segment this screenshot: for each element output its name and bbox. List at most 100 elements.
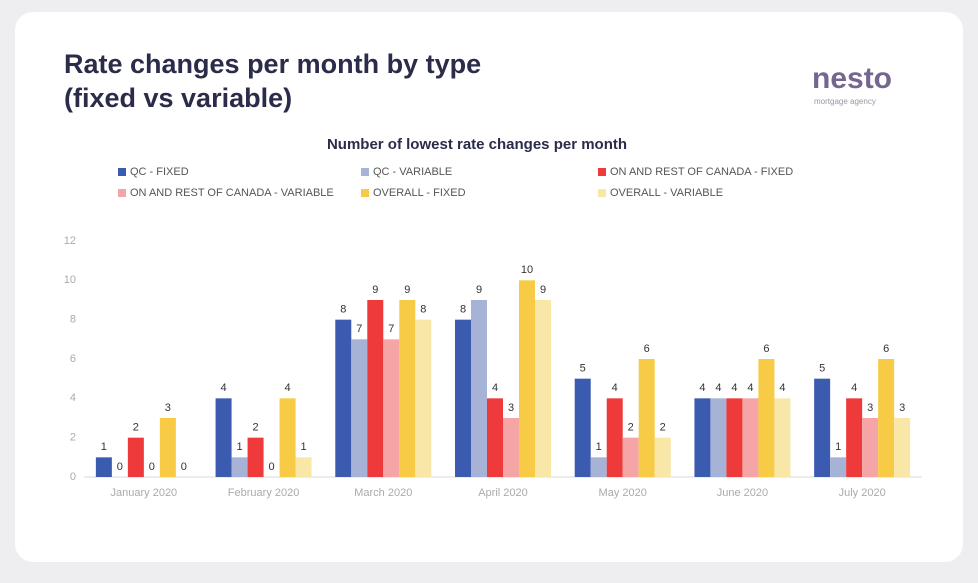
legend-label: QC - VARIABLE <box>373 166 452 178</box>
page-title: Rate changes per month by type <box>64 49 481 79</box>
value-label: 0 <box>269 461 275 473</box>
value-label: 9 <box>540 284 546 296</box>
legend-swatch <box>118 189 126 197</box>
value-label: 9 <box>476 284 482 296</box>
bar <box>742 398 759 477</box>
value-label: 1 <box>237 441 243 453</box>
value-label: 4 <box>747 382 753 394</box>
bar <box>758 359 775 477</box>
value-label: 0 <box>181 461 187 473</box>
value-label: 4 <box>731 382 737 394</box>
value-label: 0 <box>117 461 123 473</box>
x-tick-label: May 2020 <box>599 487 647 499</box>
value-label: 4 <box>221 382 227 394</box>
bar <box>231 457 248 477</box>
y-tick-label: 6 <box>70 353 76 365</box>
value-label: 4 <box>492 382 498 394</box>
bar <box>95 457 112 477</box>
y-tick-label: 8 <box>70 314 76 326</box>
bar <box>471 300 487 477</box>
bar <box>215 398 232 477</box>
bar <box>638 359 655 477</box>
bar <box>622 437 639 477</box>
value-label: 4 <box>612 382 618 394</box>
value-label: 4 <box>715 382 721 394</box>
bar <box>710 398 727 477</box>
legend-label: OVERALL - VARIABLE <box>610 187 723 199</box>
value-label: 6 <box>883 343 889 355</box>
value-label: 1 <box>835 441 841 453</box>
value-label: 2 <box>660 422 666 434</box>
value-label: 9 <box>404 284 410 296</box>
bar <box>415 319 432 477</box>
bar <box>654 437 671 477</box>
value-label: 7 <box>388 323 394 335</box>
value-label: 5 <box>819 363 825 375</box>
value-label: 0 <box>149 461 155 473</box>
legend-label: OVERALL - FIXED <box>373 187 466 199</box>
y-tick-label: 2 <box>70 432 76 444</box>
value-label: 2 <box>253 422 259 434</box>
bar <box>535 300 551 477</box>
value-label: 6 <box>644 343 650 355</box>
page-title: (fixed vs variable) <box>64 83 292 113</box>
x-tick-label: June 2020 <box>717 487 768 499</box>
bar <box>814 378 831 477</box>
bar <box>894 418 911 477</box>
value-label: 4 <box>699 382 705 394</box>
logo: nesto <box>812 62 892 95</box>
bar <box>574 378 591 477</box>
x-tick-label: February 2020 <box>228 487 300 499</box>
value-label: 1 <box>301 441 307 453</box>
bar <box>399 300 416 477</box>
value-label: 1 <box>101 441 107 453</box>
bar <box>774 398 791 477</box>
bar <box>159 418 176 477</box>
y-tick-label: 12 <box>64 235 76 247</box>
legend-swatch <box>361 168 369 176</box>
value-label: 4 <box>285 382 291 394</box>
bar <box>487 398 503 477</box>
bar <box>846 398 863 477</box>
value-label: 8 <box>460 304 466 316</box>
bar <box>279 398 296 477</box>
value-label: 6 <box>763 343 769 355</box>
bar <box>351 339 368 477</box>
value-label: 4 <box>779 382 785 394</box>
bar <box>694 398 711 477</box>
x-tick-label: March 2020 <box>354 487 412 499</box>
bar <box>503 418 519 477</box>
value-label: 2 <box>133 422 139 434</box>
bar <box>830 457 847 477</box>
x-tick-label: January 2020 <box>111 487 178 499</box>
y-tick-label: 4 <box>70 392 76 404</box>
value-label: 7 <box>356 323 362 335</box>
chart-title: Number of lowest rate changes per month <box>327 136 627 153</box>
value-label: 5 <box>580 363 586 375</box>
y-tick-label: 10 <box>64 274 76 286</box>
legend-swatch <box>598 189 606 197</box>
value-label: 3 <box>867 402 873 414</box>
legend-label: ON AND REST OF CANADA - VARIABLE <box>130 187 334 199</box>
legend-swatch <box>118 168 126 176</box>
legend-swatch <box>598 168 606 176</box>
value-label: 3 <box>899 402 905 414</box>
bar <box>295 457 312 477</box>
value-label: 4 <box>851 382 857 394</box>
legend-label: ON AND REST OF CANADA - FIXED <box>610 166 793 178</box>
legend-label: QC - FIXED <box>130 166 189 178</box>
legend-swatch <box>361 189 369 197</box>
value-label: 9 <box>372 284 378 296</box>
bar <box>606 398 623 477</box>
bar <box>519 280 535 477</box>
bar <box>590 457 607 477</box>
value-label: 1 <box>596 441 602 453</box>
bar <box>862 418 879 477</box>
bar <box>127 437 144 477</box>
bar <box>383 339 400 477</box>
bar <box>335 319 352 477</box>
value-label: 8 <box>340 304 346 316</box>
value-label: 2 <box>628 422 634 434</box>
